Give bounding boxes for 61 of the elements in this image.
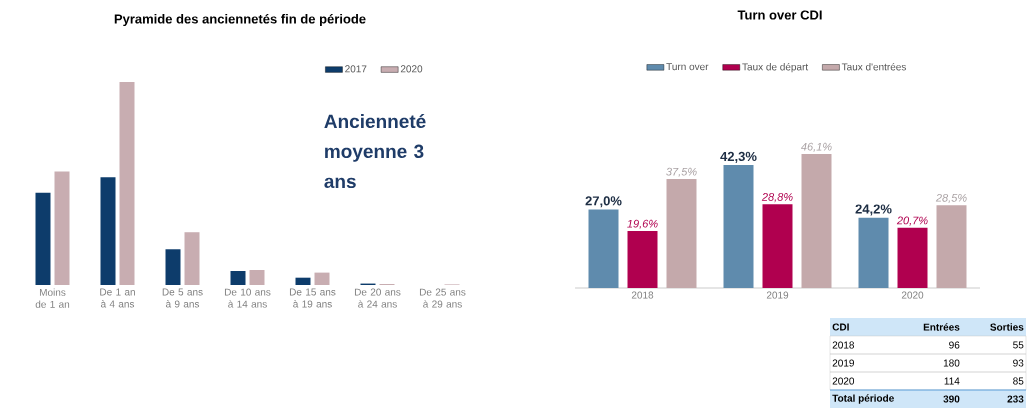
legend-label: Taux de départ <box>742 62 809 73</box>
data-label: 46,1% <box>800 142 832 152</box>
text: Total période <box>832 394 894 404</box>
text: 2020 <box>832 377 855 385</box>
text: 2019 <box>832 359 854 367</box>
chart-title: Turn over CDI <box>737 10 822 20</box>
bar <box>184 232 200 285</box>
bar <box>627 231 658 288</box>
data-label: 37,5% <box>666 167 697 177</box>
text: CDI <box>832 323 849 331</box>
bar <box>723 165 754 288</box>
legend-label: 2017 <box>345 65 367 73</box>
data-label: 28,8% <box>761 193 793 203</box>
text: 96 <box>949 341 960 349</box>
bar <box>295 277 311 285</box>
bar <box>249 269 265 285</box>
legend-label: Turn over <box>666 63 709 71</box>
text: 180 <box>943 359 960 367</box>
x-tick-label: De 20 ans à 24 ans <box>354 288 401 308</box>
bar <box>119 82 135 285</box>
bar <box>588 209 619 288</box>
x-tick-label: De 25 ans à 29 ans <box>419 288 466 308</box>
x-tick-label: 2018 <box>631 291 654 299</box>
x-tick-label: De 10 ans à 14 ans <box>224 288 271 308</box>
bar <box>314 272 330 285</box>
bar <box>35 192 51 285</box>
data-label: 42,3% <box>720 151 757 163</box>
text: 233 <box>1007 395 1024 403</box>
bar <box>100 177 116 285</box>
text: 390 <box>943 395 960 403</box>
text: 114 <box>944 377 960 385</box>
bar <box>762 204 793 288</box>
annotation: Ancienneté moyenne 3 ans <box>324 113 426 189</box>
bar <box>666 179 697 288</box>
bar <box>801 154 832 288</box>
data-label: 19,6% <box>627 219 658 229</box>
x-tick-label: De 1 an à 4 ans <box>100 288 135 308</box>
data-label: 24,2% <box>855 204 892 216</box>
x-tick-label: De 5 ans à 9 ans <box>162 288 203 308</box>
bar <box>165 249 181 285</box>
bar <box>54 171 70 285</box>
text: 85 <box>1013 377 1024 385</box>
x-tick-label: 2020 <box>901 291 924 299</box>
text: 93 <box>1013 359 1024 367</box>
legend-label: Taux d'entrées <box>841 62 906 71</box>
data-label: 27,0% <box>585 196 622 208</box>
bar <box>858 217 889 288</box>
legend-label: 2020 <box>400 65 423 73</box>
bar <box>897 227 928 288</box>
bar <box>936 205 967 288</box>
text: 2018 <box>832 341 855 349</box>
data-label: 28,5% <box>935 193 967 204</box>
text: Entrées <box>923 323 960 331</box>
data-label: 20,7% <box>896 216 928 226</box>
text: Sorties <box>990 323 1024 331</box>
text: 55 <box>1013 341 1024 349</box>
x-tick-label: 2019 <box>766 291 789 299</box>
x-tick-label: De 15 ans à 19 ans <box>289 288 336 308</box>
bar <box>230 270 246 285</box>
x-tick-label: Moins de 1 an <box>35 288 70 308</box>
chart-title: Pyramide des anciennetés fin de période <box>114 13 366 27</box>
